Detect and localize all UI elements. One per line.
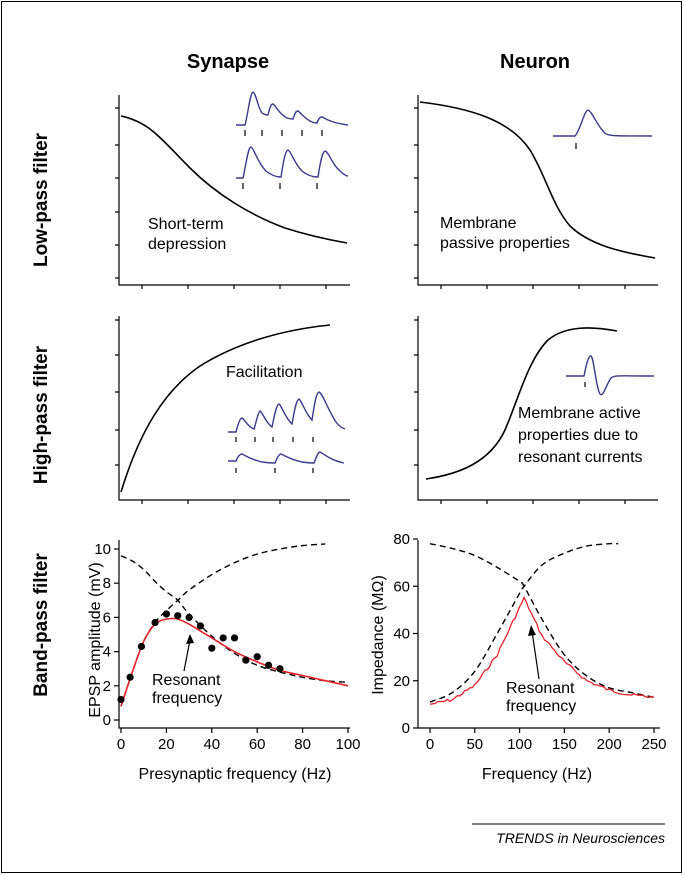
panel-label-line-1: Membrane xyxy=(440,215,517,232)
fit-curve-band-synapse xyxy=(120,617,349,707)
data-point xyxy=(117,695,125,704)
y-tick-label: 10 xyxy=(94,541,111,558)
dashed-curve-2 xyxy=(429,542,619,703)
credit-text: TRENDS in Neurosciences xyxy=(496,830,665,846)
y-tick-label: 80 xyxy=(393,531,410,548)
dashed-curve-1 xyxy=(429,543,655,698)
passive-lowpass-curve xyxy=(419,101,656,259)
x-tick-label: 60 xyxy=(249,736,266,753)
column-title-synapse: Synapse xyxy=(187,51,269,73)
x-ticks-band-neuron: 0 50 100 150 200 250 xyxy=(426,728,667,753)
facilitation-epsp-traces xyxy=(228,391,346,464)
y-tick-label: 8 xyxy=(103,575,111,592)
data-point xyxy=(137,642,146,651)
x-tick-label: 150 xyxy=(552,736,577,753)
data-point xyxy=(276,665,284,673)
y-tick-label: 0 xyxy=(103,712,111,729)
data-point xyxy=(242,656,250,664)
active-highpass-curve xyxy=(425,327,618,480)
annotation-line-2: frequency xyxy=(506,698,576,715)
data-point xyxy=(185,613,193,622)
x-ticks-band-synapse: 0 20 40 60 80 100 xyxy=(117,728,361,753)
axes-low-synapse xyxy=(115,95,350,289)
x-axis-title-band-synapse: Presynaptic frequency (Hz) xyxy=(139,766,332,783)
data-point xyxy=(151,618,159,627)
x-tick-label: 250 xyxy=(641,736,666,753)
x-tick-label: 50 xyxy=(466,736,483,753)
panel-label-line-1: Membrane active xyxy=(518,405,641,422)
axes-high-synapse xyxy=(115,316,350,504)
x-axis-title-band-neuron: Frequency (Hz) xyxy=(482,766,592,783)
y-tick-label: 4 xyxy=(103,644,111,661)
y-ticks-band-synapse: 0 2 4 6 8 10 xyxy=(94,541,119,729)
y-axis-title-band-neuron: Impedance (MΩ) xyxy=(370,575,387,695)
axes-high-neuron xyxy=(414,316,658,504)
facilitation-curve xyxy=(120,324,331,493)
resonant-voltage-trace xyxy=(566,355,655,396)
panel-high-neuron: Membrane active properties due to resona… xyxy=(414,316,658,504)
row-title-band-pass: Band-pass filter xyxy=(31,553,52,697)
x-tick-label: 40 xyxy=(203,736,220,753)
axes-low-neuron xyxy=(414,95,658,289)
panel-low-neuron: Membrane passive properties xyxy=(414,95,658,289)
annotation-arrowhead-band-neuron xyxy=(528,625,536,636)
depression-curve xyxy=(120,115,348,244)
panel-label-line-2: properties due to xyxy=(518,427,638,444)
y-axis-title-band-synapse: EPSP amplitude (mV) xyxy=(87,562,104,717)
panel-high-synapse: Facilitation xyxy=(115,316,350,504)
y-tick-label: 2 xyxy=(103,678,111,695)
x-tick-label: 0 xyxy=(426,736,434,753)
x-tick-label: 100 xyxy=(335,736,360,753)
x-tick-label: 200 xyxy=(597,736,622,753)
fit-curve xyxy=(120,617,349,707)
data-point xyxy=(162,610,170,618)
depression-stimulus-ticks xyxy=(242,130,323,189)
panel-label-line-1: Short-term xyxy=(148,216,224,233)
data-point xyxy=(230,634,239,642)
data-point xyxy=(196,622,205,630)
resonance-curve-band-neuron xyxy=(429,595,655,706)
impedance-resonance-trace xyxy=(429,595,655,706)
row-title-low-pass: Low-pass filter xyxy=(31,132,52,267)
dashed-curves-band-neuron xyxy=(429,542,655,703)
panel-label-line-3: resonant currents xyxy=(518,449,643,466)
scatter-points-band-synapse xyxy=(117,610,284,704)
facilitation-stimulus-ticks xyxy=(235,437,314,473)
y-tick-label: 40 xyxy=(393,626,410,643)
row-title-high-pass: High-pass filter xyxy=(31,345,52,484)
data-point xyxy=(264,661,273,669)
y-tick-label: 0 xyxy=(402,720,410,737)
annotation-line-1: Resonant xyxy=(506,680,575,697)
x-tick-label: 100 xyxy=(507,736,532,753)
y-tick-label: 6 xyxy=(103,609,111,626)
annotation-arrow-band-synapse xyxy=(183,639,191,672)
panel-low-synapse: Short-term depression xyxy=(115,91,350,289)
passive-voltage-trace xyxy=(553,109,653,137)
panel-label-line-2: depression xyxy=(148,236,226,253)
annotation-line-1: Resonant xyxy=(152,672,221,689)
y-ticks-band-neuron: 0 20 40 60 80 xyxy=(393,531,418,737)
panel-label-line-2: passive properties xyxy=(440,235,570,252)
chart-band-neuron: 0 50 100 150 200 250 0 20 40 60 80 Impedance (MΩ)… xyxy=(370,531,667,783)
panel-label-line-1: Facilitation xyxy=(226,364,302,381)
data-point xyxy=(174,612,182,620)
x-tick-label: 80 xyxy=(294,736,311,753)
data-point xyxy=(126,673,134,681)
axes-band-synapse xyxy=(118,540,350,729)
column-title-neuron: Neuron xyxy=(500,51,570,73)
x-tick-label: 0 xyxy=(117,736,125,753)
y-tick-label: 60 xyxy=(393,578,410,595)
data-point xyxy=(219,634,227,642)
depression-epsp-traces xyxy=(236,91,349,179)
annotation-arrow-band-neuron xyxy=(531,630,540,680)
annotation-arrowhead-band-synapse xyxy=(186,634,194,644)
data-point xyxy=(253,653,261,661)
data-point xyxy=(208,644,216,652)
annotation-line-2: frequency xyxy=(152,690,222,707)
x-tick-label: 20 xyxy=(158,736,175,753)
chart-band-synapse: 0 20 40 60 80 100 0 2 4 6 8 10 EPSP amplitude (mV)… xyxy=(87,540,361,783)
y-tick-label: 20 xyxy=(393,673,410,690)
